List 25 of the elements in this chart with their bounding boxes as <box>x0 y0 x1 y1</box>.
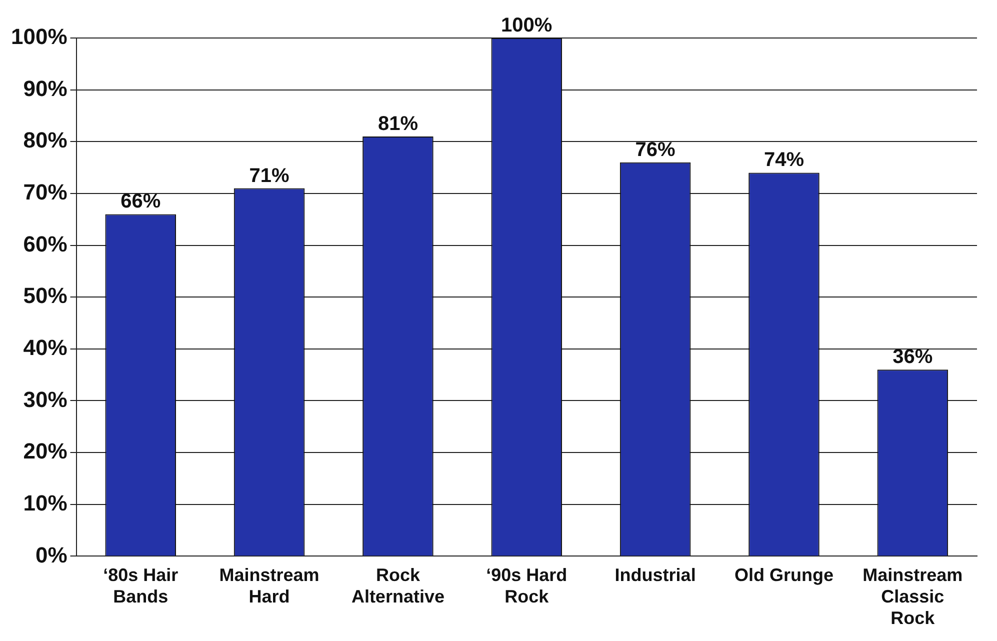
data-label: 76% <box>635 138 676 161</box>
data-label: 100% <box>501 14 552 37</box>
x-tick-label: Old Grunge <box>734 564 834 585</box>
y-tick-label: 70% <box>23 180 68 205</box>
x-tick-label: ‘90s Hard Rock <box>486 564 568 607</box>
y-tick-label: 0% <box>35 542 68 568</box>
x-tick-label: ‘80s Hair Bands <box>103 564 178 607</box>
data-label: 71% <box>249 164 290 187</box>
data-label: 81% <box>378 112 418 135</box>
data-label: 36% <box>892 346 933 368</box>
y-tick-label: 40% <box>23 334 68 360</box>
x-tick-label: Mainstream Classic Rock <box>862 564 963 628</box>
x-tick-label: Rock Alternative <box>351 564 444 607</box>
y-tick-label: 30% <box>23 386 68 412</box>
y-tick-label: 50% <box>23 283 68 308</box>
y-tick-label: 100% <box>10 24 68 50</box>
data-label: 66% <box>120 190 161 213</box>
x-tick-label: Industrial <box>614 564 696 585</box>
x-tick-label: Mainstream Hard <box>219 564 320 607</box>
y-tick-label: 90% <box>23 76 68 101</box>
y-tick-label: 10% <box>23 490 68 516</box>
y-tick-label: 20% <box>23 438 68 464</box>
y-tick-label: 60% <box>23 231 68 256</box>
data-label: 74% <box>764 149 804 172</box>
y-tick-label: 80% <box>23 128 68 153</box>
